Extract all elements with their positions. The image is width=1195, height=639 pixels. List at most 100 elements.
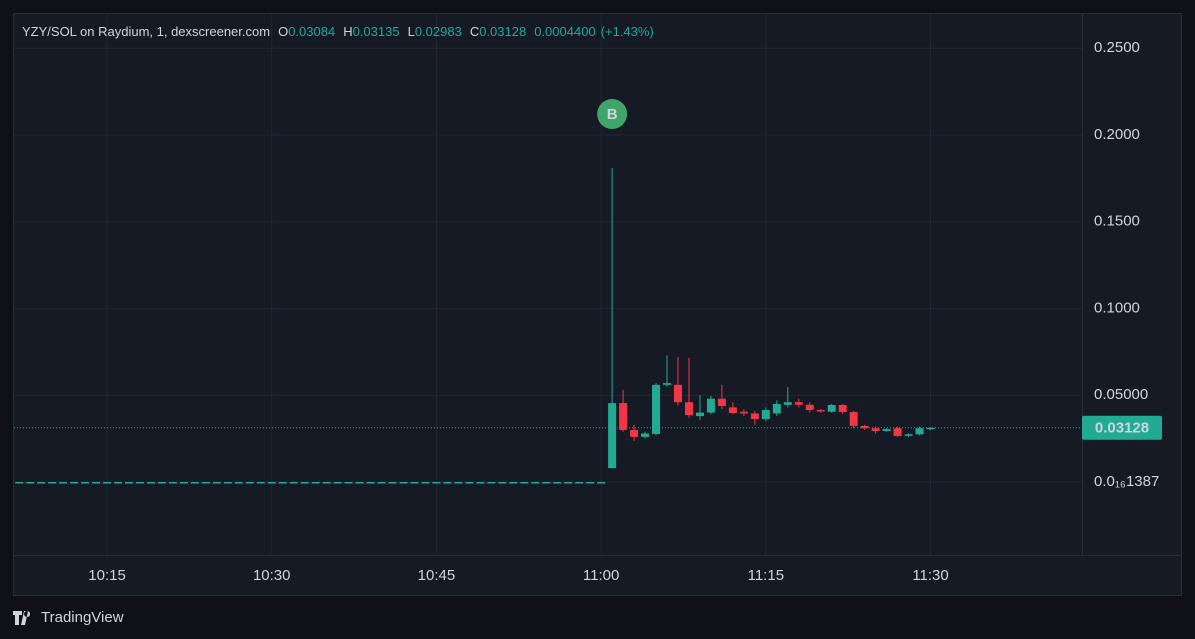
candle-body: [520, 482, 529, 484]
candle-body: [739, 411, 748, 414]
candle-body: [454, 482, 463, 484]
candle-body: [432, 482, 441, 484]
candle-body: [586, 482, 595, 484]
candle-body: [465, 482, 474, 484]
candle-body: [410, 482, 419, 484]
ohlc-key: L: [408, 24, 415, 39]
candle-body: [652, 384, 661, 434]
legend-line: YZY/SOL on Raydium, 1, dexscreener.com O0…: [22, 24, 654, 39]
candle-body: [443, 482, 452, 484]
ohlc-value: 0.02983: [415, 24, 462, 39]
last-price-box: [1082, 415, 1162, 440]
x-tick-label: 10:30: [253, 567, 291, 584]
candle-body: [684, 402, 693, 416]
ohlc-value: 0.03084: [288, 24, 335, 39]
candle-body: [103, 482, 112, 484]
x-tick-label: 11:00: [583, 567, 619, 584]
candle-body: [201, 482, 210, 484]
x-tick-label: 11:30: [912, 567, 948, 584]
candle-body: [827, 404, 836, 412]
ohlc-value: 0.03135: [353, 24, 400, 39]
x-tick-label: 10:15: [88, 567, 126, 584]
candle-body: [377, 482, 386, 484]
candle-body: [92, 482, 101, 484]
candle-body: [904, 434, 913, 436]
candle-body: [114, 482, 123, 484]
y-tick-label: 0.1000: [1094, 299, 1140, 316]
candle-body: [882, 429, 891, 431]
candle-body: [641, 433, 650, 437]
candle-body: [630, 429, 639, 437]
candle-body: [542, 482, 551, 484]
candle-body: [695, 412, 704, 417]
change-pct: (+1.43%): [601, 24, 654, 39]
y-tick-label: 0.0₁₆1387: [1094, 473, 1159, 490]
candle-body: [498, 482, 507, 484]
candle-body: [70, 482, 79, 484]
brand-name: TradingView: [41, 609, 124, 626]
candle-body: [761, 410, 770, 420]
candle-body: [531, 482, 540, 484]
candle-body: [750, 413, 759, 420]
candle-body: [168, 482, 177, 484]
candle-body: [619, 403, 628, 430]
candle-body: [15, 482, 24, 484]
change: 0.0004400: [534, 24, 595, 39]
candles: B: [15, 98, 935, 484]
last-price-label: 0.03128: [1095, 420, 1149, 437]
candle-body: [509, 482, 518, 484]
candle-body: [717, 398, 726, 407]
candle-body: [553, 482, 562, 484]
candle-body: [37, 482, 46, 484]
candle-body: [608, 403, 617, 469]
y-tick-label: 0.2500: [1094, 39, 1140, 56]
candle-body: [772, 403, 781, 414]
candle-body: [794, 402, 803, 405]
candle-body: [234, 482, 243, 484]
candle-body: [157, 482, 166, 484]
candle-body: [597, 482, 606, 484]
candle-body: [728, 407, 737, 413]
candle-body: [322, 482, 331, 484]
x-tick-label: 11:15: [748, 567, 784, 584]
candle-body: [663, 383, 672, 385]
brand-logo: [13, 611, 31, 625]
candle-body: [849, 412, 858, 426]
candle-body: [674, 384, 682, 403]
y-tick-label: 0.1500: [1094, 213, 1140, 230]
candle-body: [476, 482, 485, 484]
x-tick-label: 10:45: [418, 567, 456, 584]
candle-body: [289, 482, 298, 484]
candle-body: [212, 482, 221, 484]
candle-body: [26, 482, 35, 484]
candle-body: [366, 482, 375, 484]
candle-body: [267, 482, 276, 484]
pair: YZY/SOL on Raydium, 1, dexscreener.com: [22, 24, 270, 39]
candle-body: [860, 425, 869, 429]
candle-body: [805, 404, 814, 411]
candle-body: [300, 482, 309, 484]
candle-body: [816, 410, 825, 412]
candle-body: [564, 482, 573, 484]
candle-body: [838, 404, 847, 413]
candle-body: [125, 482, 133, 484]
candle-body: [355, 482, 364, 484]
chart-frame: [13, 13, 1182, 596]
candle-body: [575, 482, 584, 484]
candle-body: [893, 428, 902, 437]
candle-body: [487, 482, 496, 484]
candle-body: [278, 482, 287, 484]
candle-body: [783, 402, 792, 405]
header: YZY/SOL on Raydium, 1, dexscreener.com O0…: [22, 24, 654, 39]
candle-body: [245, 482, 254, 484]
candle-body: [399, 482, 408, 484]
candle-body: [179, 482, 188, 484]
candle-body: [915, 428, 924, 435]
ohlc-key: H: [343, 24, 352, 39]
y-tick-label: 0.05000: [1094, 386, 1148, 403]
candle-body: [223, 482, 232, 484]
candle-body: [135, 482, 144, 484]
candle-body: [388, 482, 397, 484]
